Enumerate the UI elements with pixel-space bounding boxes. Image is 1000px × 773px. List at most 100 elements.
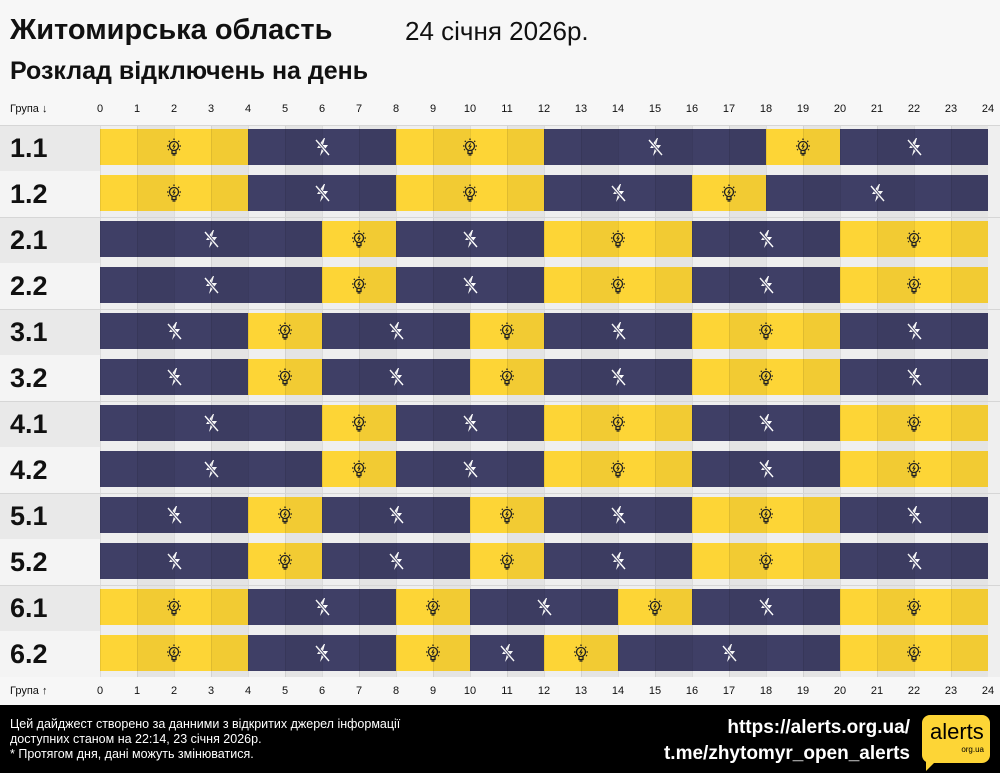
power-off-segment [100,497,248,533]
hour-gridline [544,217,545,263]
lightbulb-icon [905,597,923,617]
hour-gridline [174,539,175,585]
hour-gridline [285,125,286,171]
power-on-segment [470,313,544,349]
hour-tick-label: 10 [463,103,477,115]
power-off-icon [868,183,886,203]
lightbulb-icon [276,505,294,525]
hour-gridline [470,585,471,631]
hour-tick-label: 3 [207,103,215,115]
power-off-segment [248,589,396,625]
power-on-segment [322,267,396,303]
hour-gridline [692,631,693,677]
lightbulb-icon [720,183,738,203]
hour-gridline [914,263,915,309]
group-separator [0,585,1000,586]
website-link[interactable]: https://alerts.org.ua/ [727,717,910,738]
hour-gridline [507,309,508,355]
lightbulb-icon [609,229,627,249]
group-label: 2.2 [0,263,100,309]
hour-gridline [100,401,101,447]
hour-gridline [581,447,582,493]
power-off-icon [313,183,331,203]
power-off-segment [396,405,544,441]
hour-gridline [766,631,767,677]
hour-gridline [174,263,175,309]
hour-tick-label: 7 [355,103,363,115]
power-off-segment [544,175,692,211]
power-off-segment [544,129,766,165]
hour-gridline [803,355,804,401]
schedule-date: 24 січня 2026р. [405,16,589,46]
hour-tick-label: 19 [796,685,810,697]
hour-tick-label: 5 [281,685,289,697]
group-row: 5.2 [0,539,1000,585]
power-on-segment [470,497,544,533]
hour-gridline [581,539,582,585]
hour-gridline [581,493,582,539]
lightbulb-icon [757,367,775,387]
hour-gridline [914,125,915,171]
power-off-icon [757,229,775,249]
hour-gridline [692,447,693,493]
hour-gridline [544,631,545,677]
lightbulb-icon [276,367,294,387]
hour-gridline [285,171,286,217]
hour-gridline [951,263,952,309]
hour-gridline [100,309,101,355]
power-off-segment [840,313,988,349]
hour-gridline [248,585,249,631]
hour-gridline [729,539,730,585]
hour-gridline [914,493,915,539]
hour-gridline [322,539,323,585]
power-off-icon [757,459,775,479]
hour-gridline [951,447,952,493]
hour-gridline [100,493,101,539]
power-off-segment [470,635,544,671]
hour-gridline [655,263,656,309]
power-off-segment [692,589,840,625]
hour-tick-label: 6 [318,685,326,697]
power-off-icon [387,367,405,387]
hour-gridline [729,309,730,355]
hour-gridline [248,539,249,585]
lightbulb-icon [350,459,368,479]
hour-gridline [803,217,804,263]
hour-tick-label: 13 [574,685,588,697]
hour-gridline [470,217,471,263]
power-on-segment [840,221,988,257]
hour-gridline [951,585,952,631]
power-off-icon [905,505,923,525]
hour-tick-label: 21 [870,103,884,115]
hour-gridline [877,401,878,447]
hour-gridline [803,171,804,217]
hour-tick-label: 13 [574,103,588,115]
power-off-icon [757,413,775,433]
power-off-icon [165,367,183,387]
hour-tick-label: 16 [685,103,699,115]
hour-gridline [729,355,730,401]
group-label: 6.1 [0,585,100,631]
lightbulb-icon [424,643,442,663]
hour-gridline [840,263,841,309]
hour-gridline [248,171,249,217]
hour-gridline [433,631,434,677]
hour-gridline [507,355,508,401]
power-off-segment [840,129,988,165]
hour-gridline [396,171,397,217]
telegram-link[interactable]: t.me/zhytomyr_open_alerts [663,743,910,764]
group-row: 6.1 [0,585,1000,631]
hour-gridline [174,585,175,631]
power-off-icon [387,321,405,341]
hour-gridline [803,447,804,493]
hour-axis-top: Група ↓ 0 1 2 3 4 5 6 7 8 9 10 11 12 13 14 15 16 17 18 19 20… [0,100,1000,120]
hour-gridline [951,539,952,585]
hour-tick-label: 9 [429,685,437,697]
hour-gridline [655,585,656,631]
power-on-segment [840,405,988,441]
hour-gridline [803,631,804,677]
hour-gridline [655,631,656,677]
hour-gridline [507,631,508,677]
hour-gridline [581,355,582,401]
hour-gridline [100,539,101,585]
